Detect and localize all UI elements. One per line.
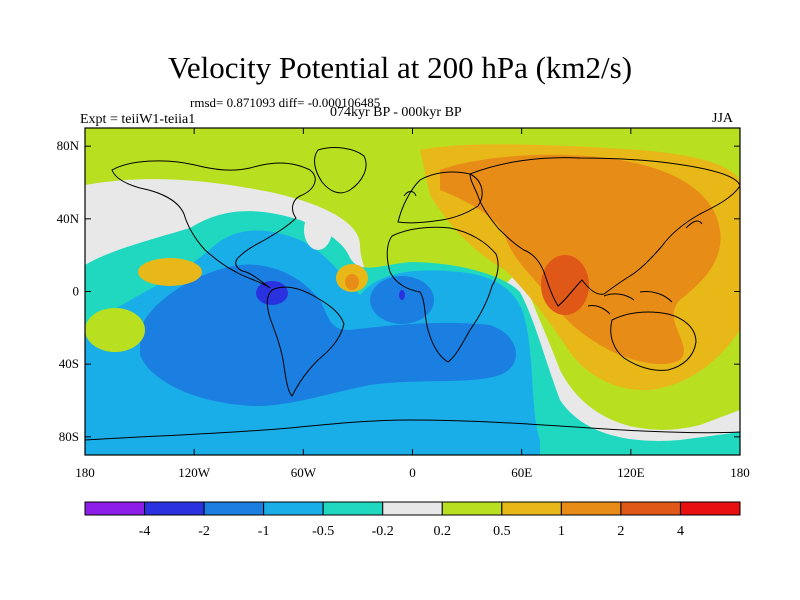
lon-tick-label: 120E [617,465,645,480]
latitude-labels: 80N 40N 0 40S 80S [57,138,80,444]
coastline-africa [386,226,499,363]
coastline-maritime-continent [587,291,673,315]
lat-tick-label: 40S [59,356,79,371]
colorbar-swatch [501,501,562,516]
coastline-antarctica [85,419,740,441]
coastline-europe [397,171,483,224]
velocity-potential-field [85,128,740,455]
colorbar-label: 2 [617,524,624,539]
colorbar-swatch [679,501,741,516]
colorbar-label: 0.5 [493,524,511,539]
colorbar-label: 1 [558,524,565,539]
lon-tick-label: 180 [75,465,95,480]
colorbar-swatch [322,501,384,516]
longitude-ticks [84,128,741,455]
colorbar-label: -0.5 [312,524,334,539]
lon-tick-label: 180 [730,465,750,480]
period-label: 074kyr BP - 000kyr BP [330,105,462,120]
field-slight-positive-patch-pacific [85,308,145,352]
coastline-north-america [111,160,316,289]
coastline-asia [469,157,740,307]
colorbar-swatch [560,501,622,516]
coastline-greenland [314,147,367,194]
colorbar-label: -2 [198,524,210,539]
lat-tick-label: 80N [57,138,80,153]
colorbar-label: 4 [677,524,684,539]
colorbar-swatch [84,501,146,516]
longitude-labels: 180 120W 60W 0 60E 120E 180 [75,465,750,480]
lon-tick-label: 0 [409,465,416,480]
colorbar [84,501,741,516]
colorbar-swatch [203,501,265,516]
field-negative-zone [140,264,517,406]
colorbar-label: -4 [139,524,151,539]
lat-tick-label: 80S [59,429,79,444]
plot-title: Velocity Potential at 200 hPa (km2/s) [167,50,633,85]
latitude-ticks [85,145,740,438]
field-positive-cell-pacific [138,258,202,286]
coastline-south-america [266,286,345,397]
season-label: JJA [712,111,734,126]
lon-tick-label: 60E [511,465,532,480]
experiment-label: Expt = teiiW1-teiia1 [80,112,196,127]
field-strong-negative-cell [256,281,288,305]
field-slight-positive-patch-northatlantic [304,210,332,250]
field-strong-positive-cell [541,255,589,315]
lat-tick-label: 0 [73,284,80,299]
colorbar-labels: -4 -2 -1 -0.5 -0.2 0.2 0.5 1 2 4 [139,524,684,539]
field-strong-negative-spot [399,290,405,300]
colorbar-swatch [144,501,205,516]
lon-tick-label: 60W [291,465,317,480]
colorbar-swatch [441,501,503,516]
lon-tick-label: 120W [178,465,211,480]
stats-label: rmsd= 0.871093 diff= -0.000106485 [190,95,381,110]
colorbar-label: 0.2 [434,524,452,539]
colorbar-swatch [263,501,324,516]
field-moderate-positive-cell-atlantic [345,274,359,290]
coastline-australia [610,311,697,371]
colorbar-label: -1 [258,524,270,539]
colorbar-swatch [382,501,443,516]
lat-tick-label: 40N [57,211,80,226]
colorbar-swatch [620,501,681,516]
coastline-japan-uk [403,191,703,229]
colorbar-label: -0.2 [372,524,394,539]
coastlines [85,147,740,441]
